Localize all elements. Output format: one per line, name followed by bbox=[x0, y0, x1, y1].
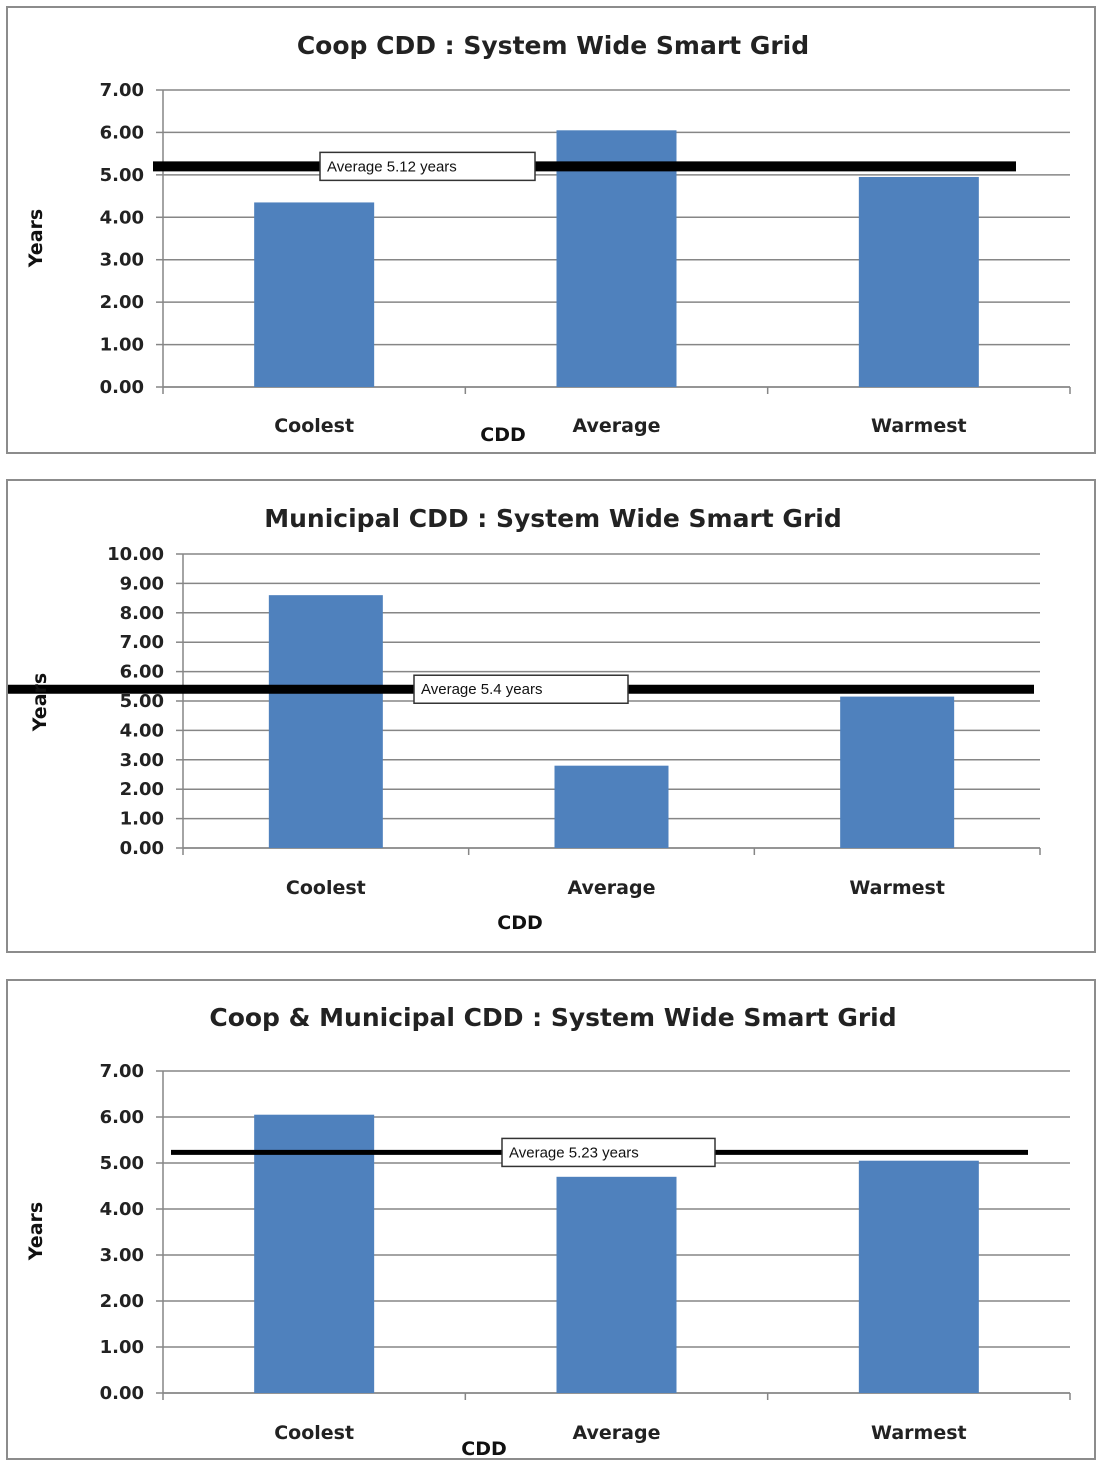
y-axis-title: Years bbox=[25, 209, 47, 268]
y-tick-label: 2.00 bbox=[100, 292, 144, 313]
x-axis-title: CDD bbox=[461, 1438, 507, 1460]
x-category-label: Warmest bbox=[871, 415, 967, 437]
y-axis-title: Years bbox=[29, 673, 51, 732]
x-category-label: Coolest bbox=[274, 1422, 354, 1444]
average-label: Average 5.12 years bbox=[327, 158, 457, 175]
y-tick-label: 10.00 bbox=[107, 544, 164, 565]
coop-municipal-cdd-chart-panel: Coop & Municipal CDD : System Wide Smart… bbox=[6, 979, 1096, 1460]
y-tick-label: 0.00 bbox=[100, 1383, 144, 1404]
bar-average bbox=[554, 765, 669, 848]
bar-warmest bbox=[858, 176, 979, 387]
bar-warmest bbox=[858, 1160, 979, 1393]
municipal-cdd-chart: Municipal CDD : System Wide Smart Grid 0.… bbox=[8, 504, 1041, 934]
bar-warmest bbox=[840, 696, 955, 848]
y-tick-label: 0.00 bbox=[100, 377, 144, 398]
y-tick-label: 5.00 bbox=[120, 691, 164, 712]
y-axis-title: Years bbox=[25, 1202, 47, 1261]
coop-cdd-chart-panel: Coop CDD : System Wide Smart Grid 0.00 1.0… bbox=[6, 6, 1096, 454]
y-tick-label: 3.00 bbox=[100, 250, 144, 271]
average-label-box bbox=[501, 1137, 716, 1168]
y-tick-label: 6.00 bbox=[120, 662, 164, 683]
x-category-label: Coolest bbox=[286, 877, 366, 899]
y-tick-label: 9.00 bbox=[120, 573, 164, 594]
x-category-label: Warmest bbox=[849, 877, 945, 899]
chart-title: Coop CDD : System Wide Smart Grid bbox=[297, 31, 809, 60]
coop-cdd-chart: Coop CDD : System Wide Smart Grid 0.00 1.0… bbox=[25, 31, 1071, 446]
chart-title: Coop & Municipal CDD : System Wide Smart… bbox=[209, 1003, 896, 1032]
y-tick-label: 3.00 bbox=[100, 1245, 144, 1266]
y-tick-label: 7.00 bbox=[100, 80, 144, 101]
x-category-label: Coolest bbox=[274, 415, 354, 437]
y-tick-label: 5.00 bbox=[100, 165, 144, 186]
x-category-label: Average bbox=[573, 415, 661, 437]
coop-municipal-cdd-chart: Coop & Municipal CDD : System Wide Smart… bbox=[25, 1003, 1071, 1460]
y-tick-label: 2.00 bbox=[120, 779, 164, 800]
y-tick-label: 1.00 bbox=[100, 1337, 144, 1358]
y-tick-label: 6.00 bbox=[100, 1107, 144, 1128]
x-axis-title: CDD bbox=[497, 912, 543, 934]
chart-title: Municipal CDD : System Wide Smart Grid bbox=[264, 504, 842, 533]
bar-coolest bbox=[254, 202, 375, 387]
average-label-box bbox=[413, 674, 629, 704]
x-category-label: Warmest bbox=[871, 1422, 967, 1444]
y-tick-label: 4.00 bbox=[100, 207, 144, 228]
y-tick-label: 2.00 bbox=[100, 1291, 144, 1312]
x-axis-title: CDD bbox=[480, 424, 526, 446]
municipal-cdd-chart-panel: Municipal CDD : System Wide Smart Grid 0.… bbox=[6, 479, 1096, 953]
y-tick-label: 5.00 bbox=[100, 1153, 144, 1174]
average-label: Average 5.4 years bbox=[421, 681, 542, 698]
average-label: Average 5.23 years bbox=[509, 1144, 639, 1161]
y-tick-label: 1.00 bbox=[120, 809, 164, 830]
x-category-label: Average bbox=[568, 877, 656, 899]
y-tick-label: 6.00 bbox=[100, 122, 144, 143]
bar-coolest bbox=[254, 1114, 375, 1393]
bar-coolest bbox=[268, 595, 383, 848]
y-tick-label: 0.00 bbox=[120, 838, 164, 859]
y-tick-label: 3.00 bbox=[120, 750, 164, 771]
y-tick-label: 7.00 bbox=[100, 1061, 144, 1082]
y-tick-label: 4.00 bbox=[100, 1199, 144, 1220]
bar-average bbox=[556, 1176, 677, 1393]
y-tick-label: 1.00 bbox=[100, 335, 144, 356]
y-tick-label: 7.00 bbox=[120, 632, 164, 653]
y-tick-label: 8.00 bbox=[120, 603, 164, 624]
y-tick-label: 4.00 bbox=[120, 720, 164, 741]
x-category-label: Average bbox=[573, 1422, 661, 1444]
average-label-box bbox=[319, 151, 536, 182]
bar-average bbox=[556, 130, 677, 388]
